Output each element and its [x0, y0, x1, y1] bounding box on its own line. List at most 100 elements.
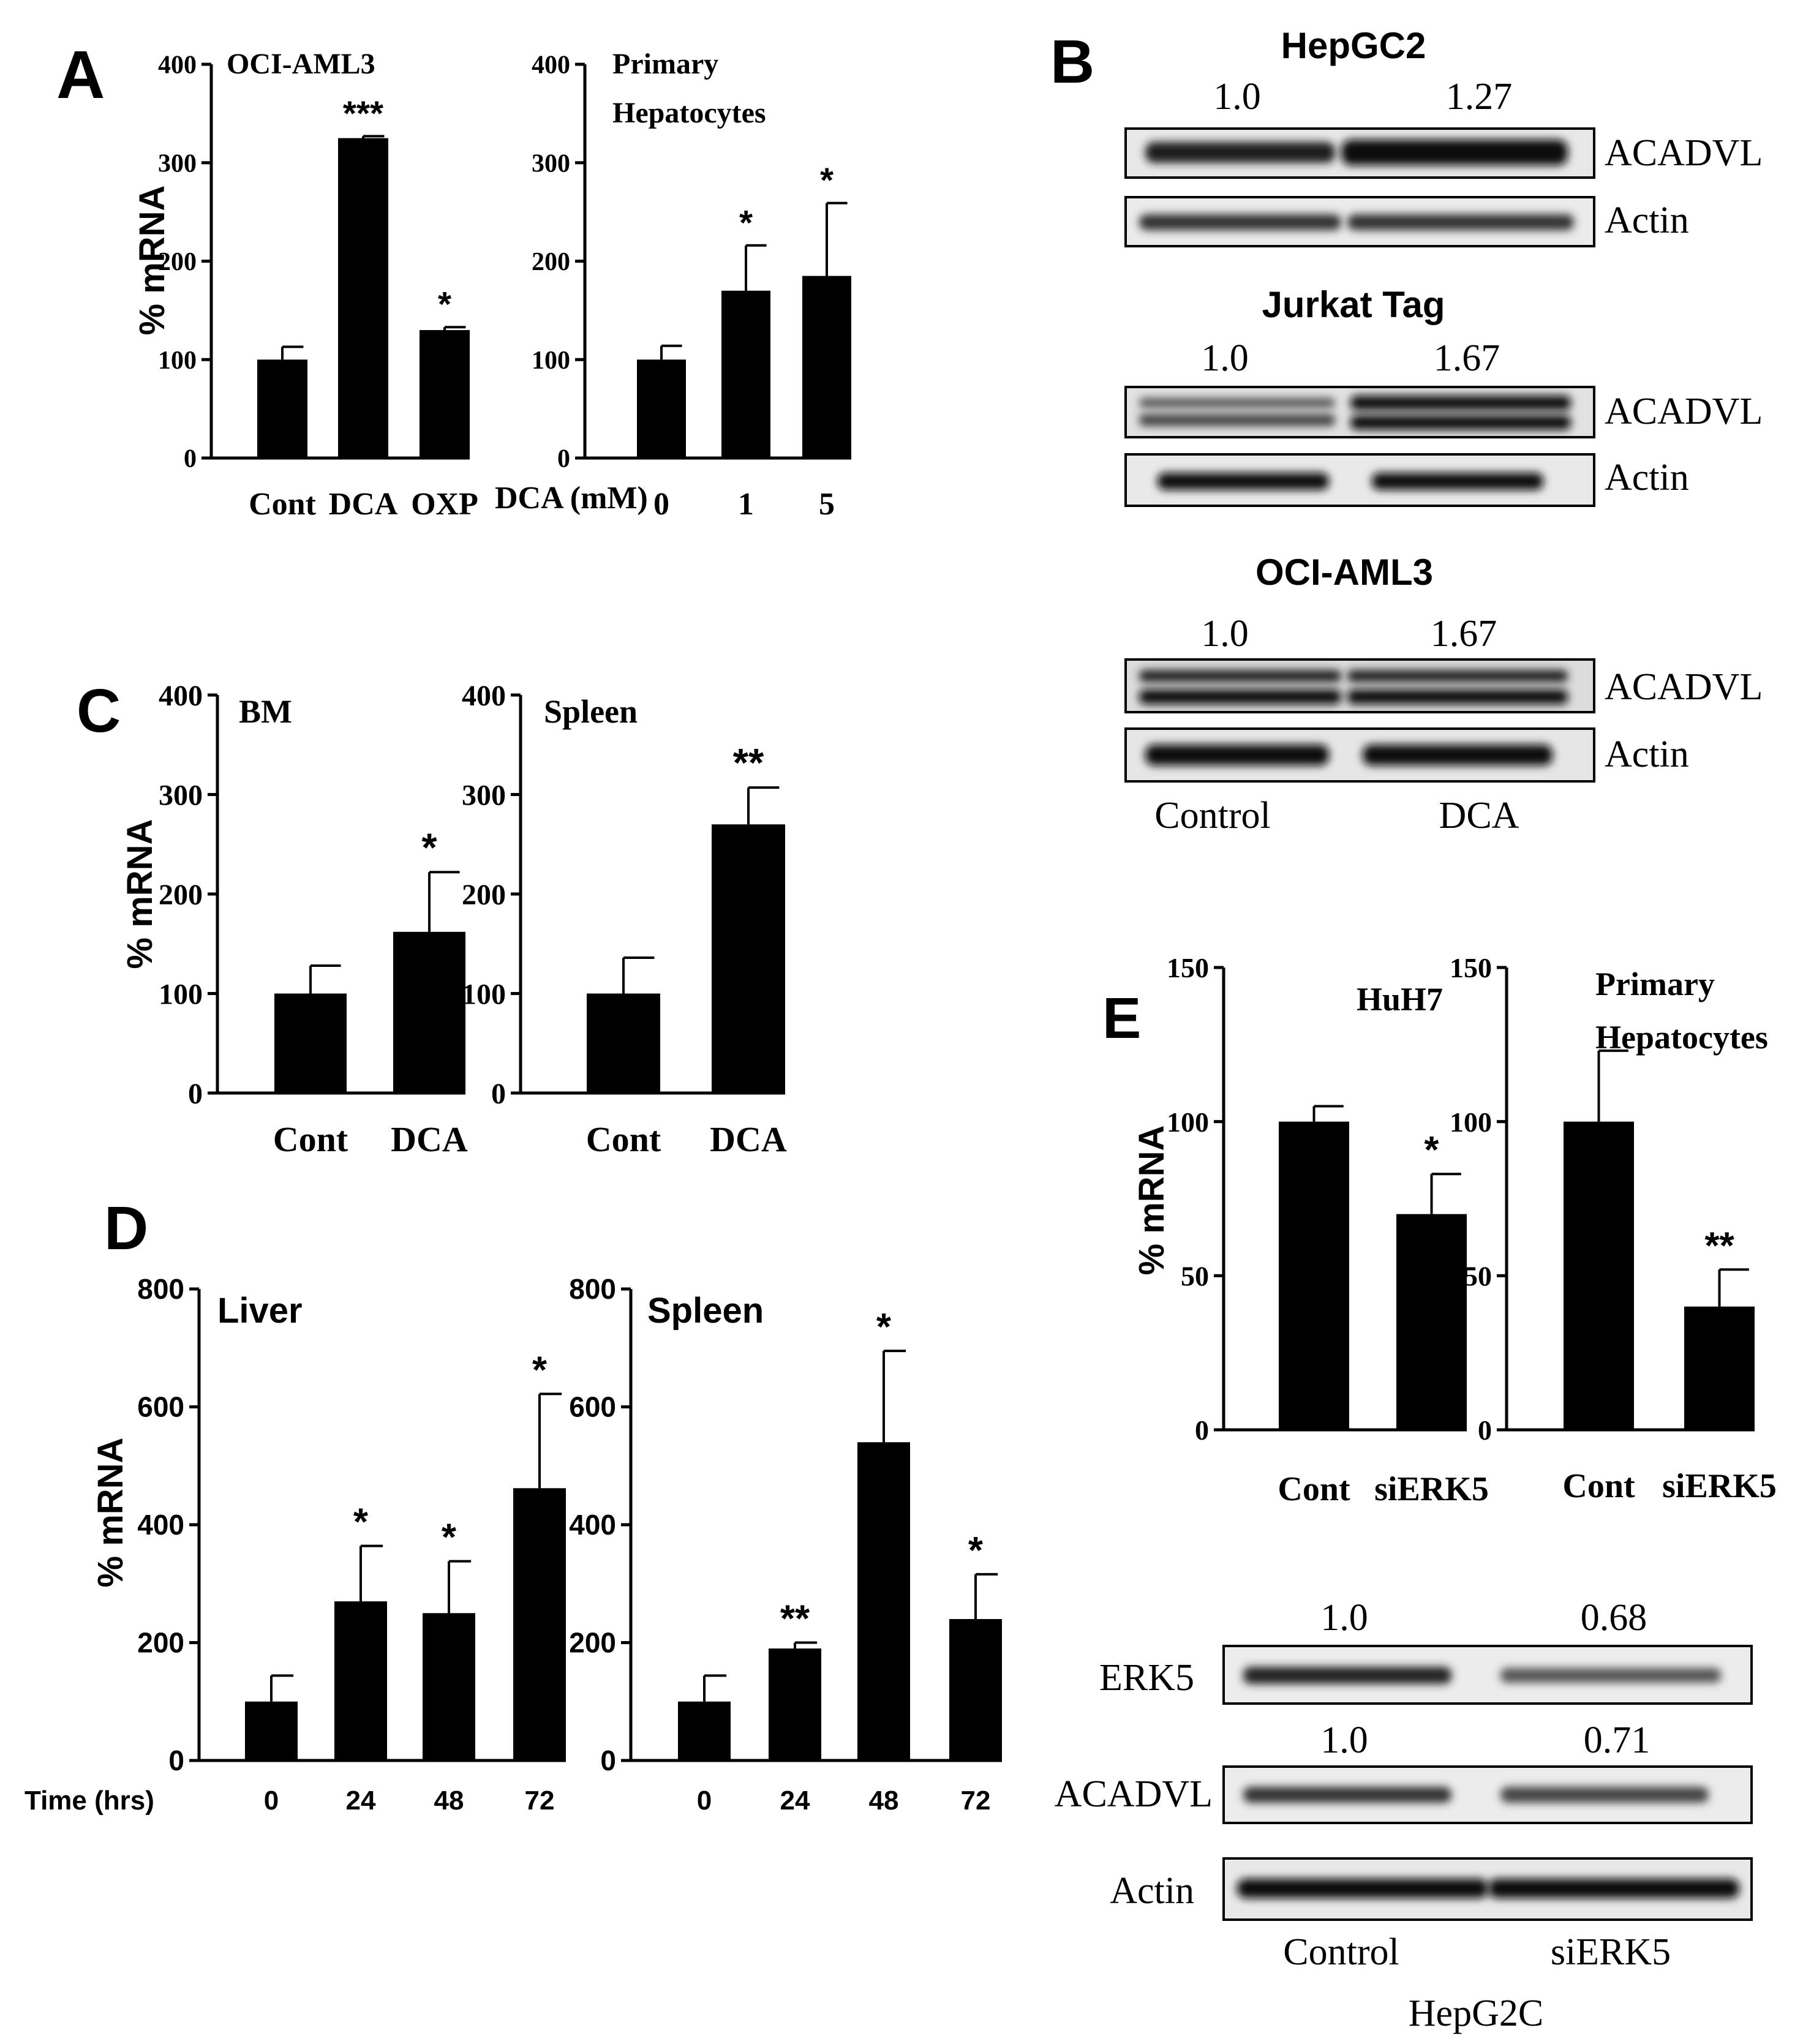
y-tick-label: 800 [137, 1273, 184, 1305]
blot-value-oci-dca: 1.67 [1431, 613, 1497, 655]
y-tick-label: 200 [159, 879, 203, 911]
panel-label-e: E [1102, 986, 1141, 1051]
blot-strip-hepgc2-actin [1124, 196, 1595, 247]
blot-strip-oci-actin [1124, 727, 1595, 783]
bar [802, 276, 851, 458]
bar [637, 359, 686, 458]
chart-title: Spleen [544, 693, 638, 730]
category-label: 1 [738, 487, 754, 522]
y-tick-label: 200 [569, 1627, 616, 1659]
y-tick-label: 600 [569, 1391, 616, 1423]
category-label: 0 [697, 1786, 712, 1816]
chart-bm-mrna: 0 100 200 300 400 Cont * DCA BM % mRNA [120, 680, 468, 1159]
y-tick-label: 200 [532, 248, 570, 276]
blot-strip-acadvl [1222, 1765, 1753, 1824]
blot-lane-control: Control [1154, 795, 1270, 836]
blot-strip-jurkat-actin [1124, 453, 1595, 507]
y-tick-label: 100 [1167, 1107, 1209, 1138]
blot-lane-sierk5: siERK5 [1551, 1931, 1671, 1973]
bar [245, 1701, 298, 1760]
blot-band-label-jurkat-acadvl: ACADVL [1605, 391, 1763, 432]
significance-marker: ** [733, 740, 764, 785]
bar [712, 824, 785, 1093]
y-tick-label: 100 [462, 978, 506, 1010]
chart-title: Primary [612, 48, 718, 80]
y-tick-label: 100 [158, 347, 197, 375]
significance-marker: ** [1704, 1225, 1734, 1267]
significance-marker: * [442, 1517, 457, 1559]
significance-marker: * [739, 204, 753, 242]
blot-band-label-acadvl: ACADVL [1055, 1773, 1213, 1815]
blot-title-jurkat: Jurkat Tag [1262, 284, 1445, 325]
significance-marker: * [353, 1501, 369, 1544]
bar [393, 931, 465, 1093]
category-label: OXP [411, 487, 478, 522]
y-tick-label: 50 [1181, 1260, 1209, 1291]
y-tick-label: 0 [188, 1078, 203, 1110]
bar [274, 993, 347, 1093]
blot-value-oci-control: 1.0 [1201, 613, 1249, 655]
blot-strip-oci-acadvl [1124, 658, 1595, 713]
category-label: Cont [1278, 1470, 1350, 1508]
bar [338, 138, 388, 458]
y-tick-label: 400 [158, 51, 197, 80]
y-tick-label: 150 [1450, 952, 1492, 983]
panel-label-c: C [77, 677, 121, 745]
blot-band-label-jurkat-actin: Actin [1605, 457, 1689, 498]
blot-strip-jurkat-acadvl [1124, 386, 1595, 438]
bar [1684, 1306, 1755, 1430]
significance-marker: ** [780, 1598, 810, 1640]
blot-value-jurkat-control: 1.0 [1201, 337, 1249, 379]
category-label: siERK5 [1374, 1470, 1489, 1508]
bar [1279, 1121, 1349, 1430]
y-tick-label: 100 [159, 978, 203, 1010]
y-tick-label: 0 [1195, 1415, 1209, 1446]
panel-label-b: B [1050, 28, 1094, 96]
y-tick-label: 0 [1478, 1415, 1492, 1446]
category-label: DCA [710, 1119, 787, 1159]
blot-band-label-erk5: ERK5 [1099, 1657, 1194, 1699]
blot-band-label-hepgc2-acadvl: ACADVL [1605, 132, 1763, 174]
blot-value-jurkat-dca: 1.67 [1434, 337, 1500, 379]
bar [334, 1601, 387, 1760]
blot-lane-control-e: Control [1283, 1931, 1399, 1973]
y-tick-label: 300 [158, 149, 197, 178]
category-label: 48 [869, 1786, 899, 1816]
bar [857, 1442, 910, 1760]
significance-marker: * [438, 285, 451, 324]
bar [1564, 1121, 1634, 1430]
y-tick-label: 300 [532, 149, 570, 178]
blot-value-hepgc2-control: 1.0 [1213, 76, 1261, 118]
blot-panel-e: 1.0 0.68 ERK5 1.0 0.71 ACADVL Actin Cont… [1055, 1597, 1753, 2034]
blot-lane-dca: DCA [1439, 795, 1519, 836]
panel-label-d: D [104, 1194, 148, 1263]
significance-marker: * [820, 162, 834, 200]
y-axis-label: % mRNA [1132, 1125, 1172, 1276]
y-tick-label: 100 [532, 347, 570, 375]
bar [587, 993, 660, 1093]
y-tick-label: 100 [1450, 1107, 1492, 1138]
y-tick-label: 400 [159, 680, 203, 712]
y-tick-label: 400 [462, 680, 506, 712]
x-axis-label: DCA (mM) [495, 481, 648, 516]
blot-strip-hepgc2-acadvl [1124, 127, 1595, 179]
category-label: 24 [346, 1786, 376, 1816]
y-tick-label: 300 [462, 779, 506, 811]
significance-marker: *** [343, 94, 383, 133]
blot-title-hepgc2: HepGC2 [1281, 25, 1426, 66]
y-tick-label: 0 [491, 1078, 506, 1110]
bar [1396, 1214, 1467, 1430]
category-label: 72 [525, 1786, 555, 1816]
y-tick-label: 400 [569, 1509, 616, 1541]
chart-title: Spleen [647, 1291, 764, 1331]
y-tick-label: 0 [557, 445, 570, 473]
y-tick-label: 400 [532, 51, 570, 80]
bar [257, 359, 307, 458]
y-axis-label: % mRNA [91, 1438, 130, 1588]
category-label: Cont [273, 1119, 348, 1159]
chart-liver-time: 0 200 400 600 800 0 * 24 * 48 * 72 Liver % mRNA Time (… [24, 1273, 566, 1816]
bar [513, 1488, 566, 1760]
category-label: 72 [961, 1786, 991, 1816]
blot-band-label-oci-actin: Actin [1605, 734, 1689, 775]
